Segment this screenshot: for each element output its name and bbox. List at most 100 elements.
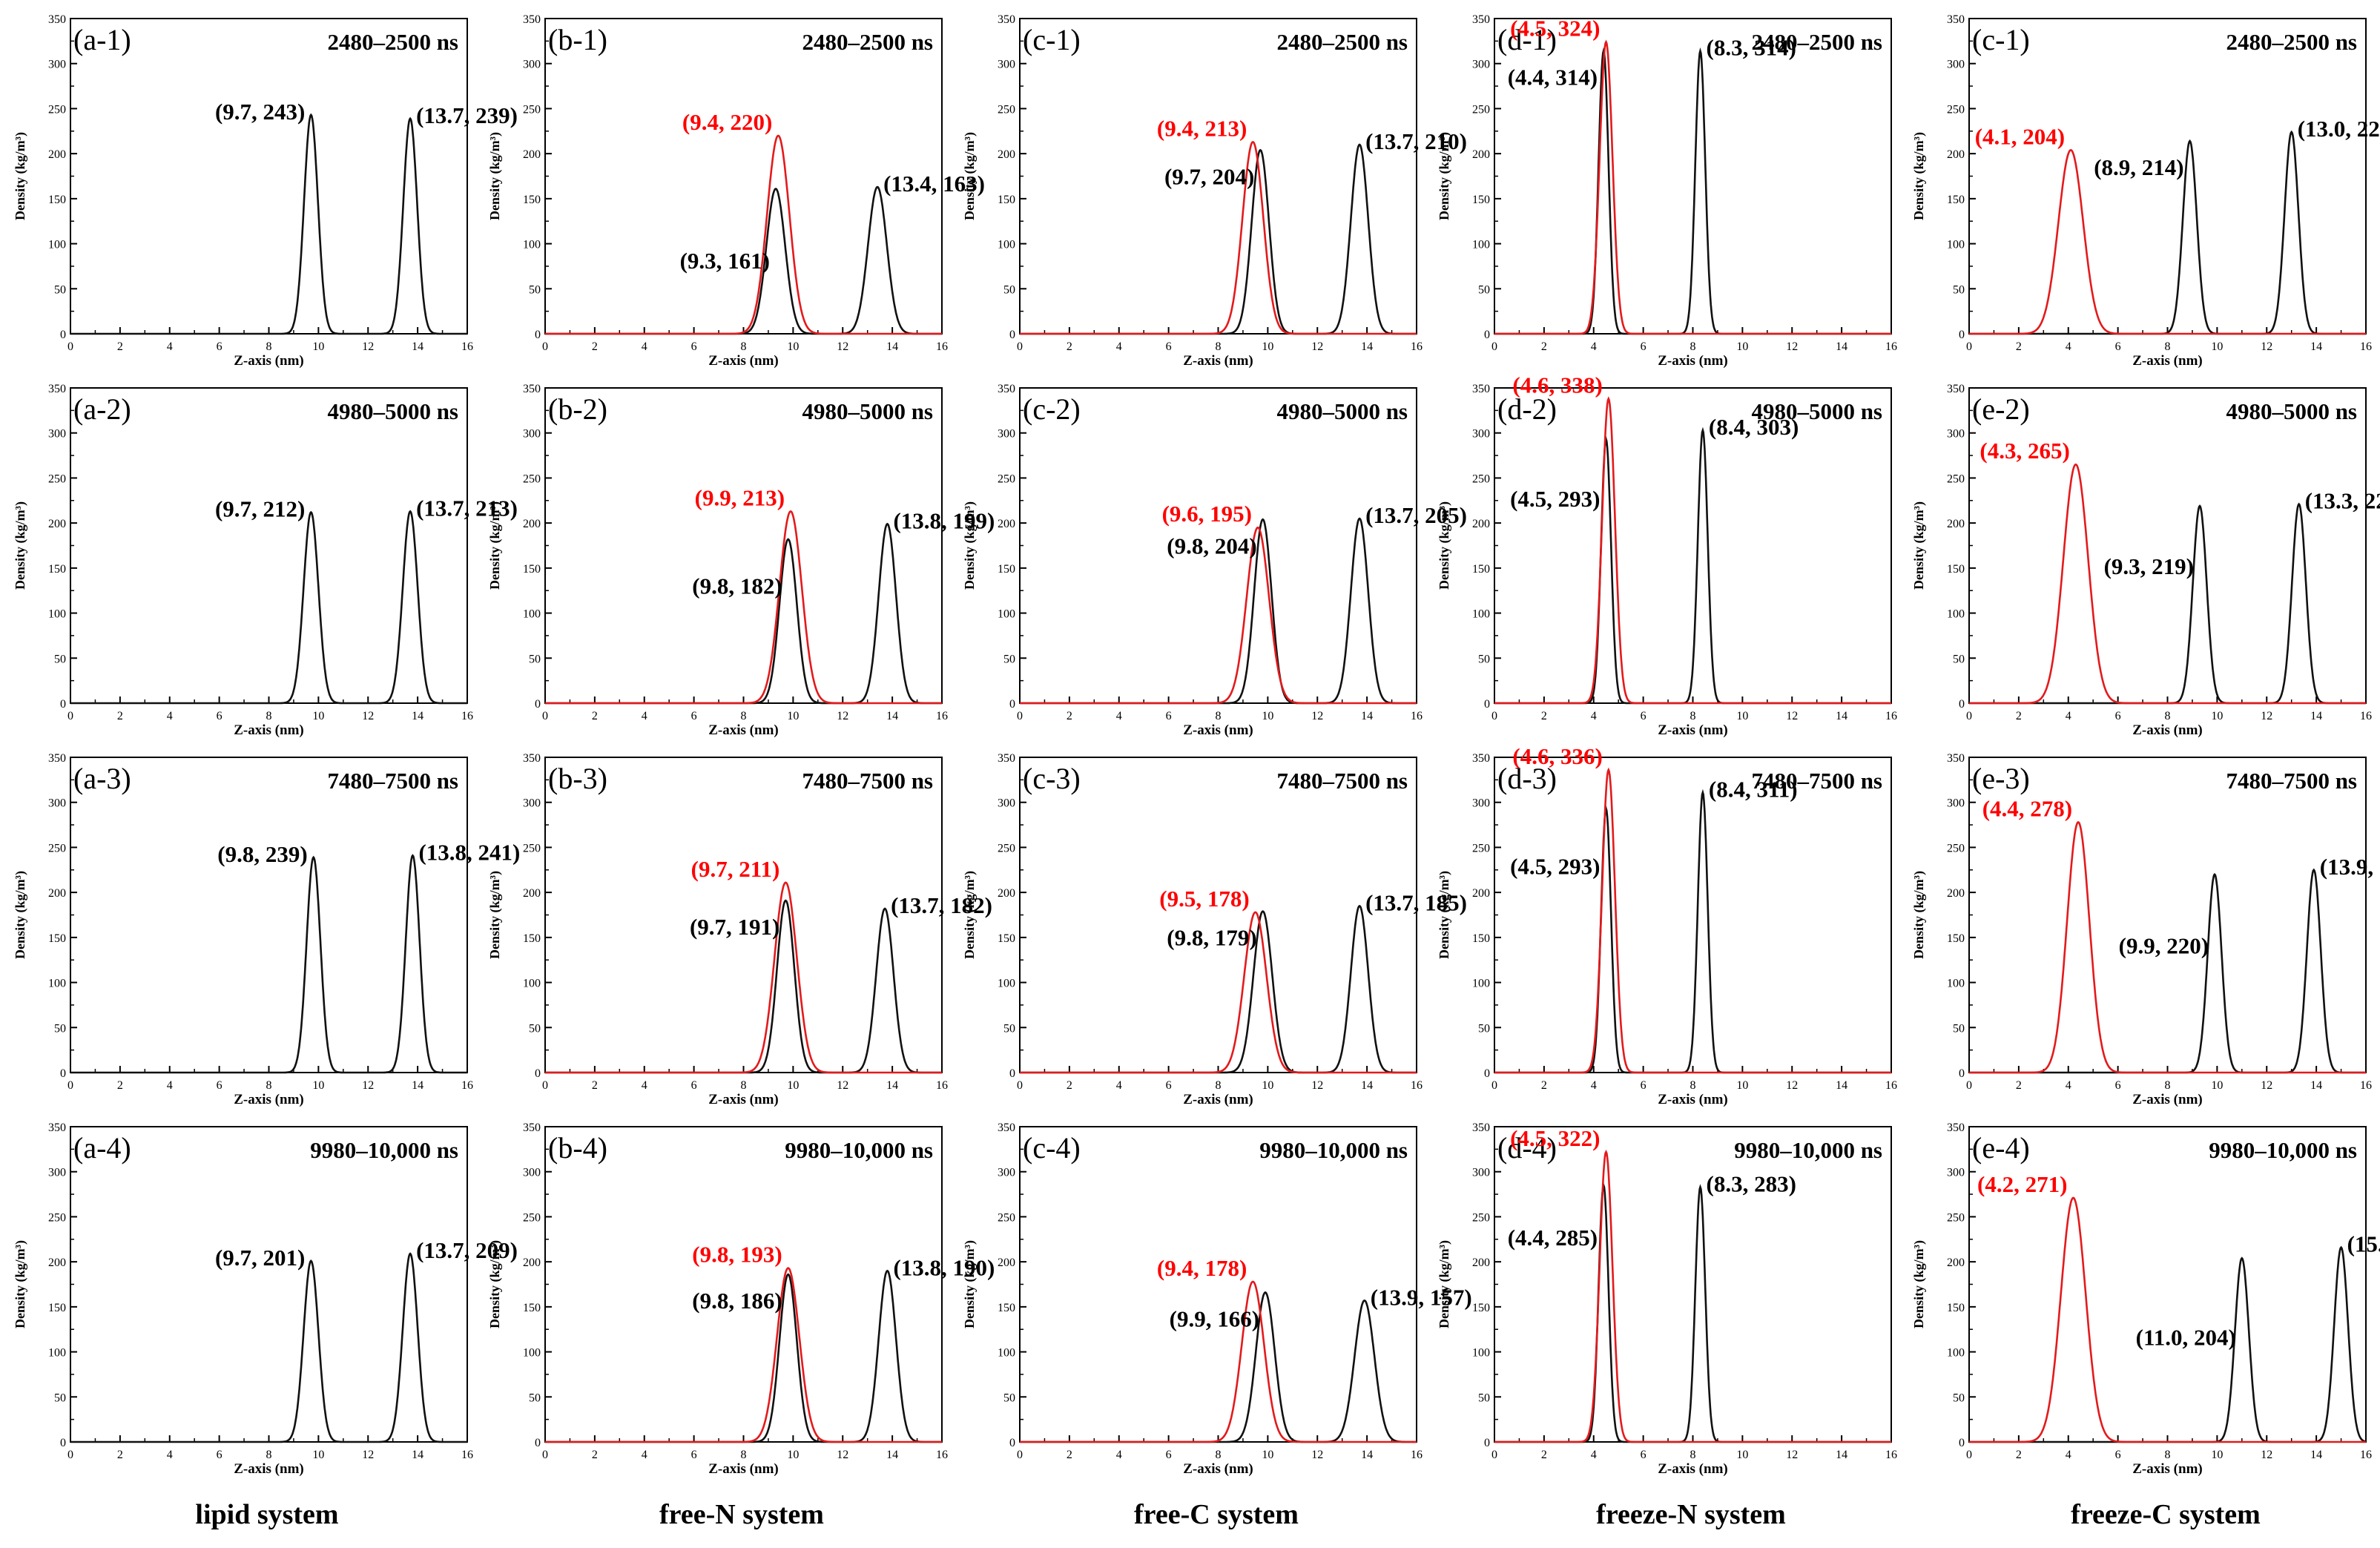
x-tick-label: 12	[1786, 1449, 1798, 1461]
x-tick-label: 12	[2261, 710, 2272, 722]
y-tick-label: 100	[1947, 608, 1965, 621]
panel-tag: (b-3)	[548, 762, 607, 795]
peak-annotation-black: (9.9, 166)	[1170, 1305, 1259, 1331]
y-tick-label: 250	[998, 1211, 1015, 1224]
y-tick-label: 350	[1472, 1122, 1490, 1134]
x-tick-label: 8	[1690, 340, 1696, 353]
y-tick-label: 200	[998, 887, 1015, 900]
y-axis-label: Density (kg/m³)	[1437, 871, 1452, 959]
peak-annotation-black: (4.4, 314)	[1508, 65, 1598, 90]
peak-annotation-black: (13.4, 163)	[883, 171, 985, 197]
panel-time-label: 2480–2500 ns	[327, 29, 458, 55]
x-tick-label: 8	[1690, 710, 1696, 722]
x-tick-label: 12	[1311, 340, 1323, 353]
chart-panel-c-4: 0 2 4 6 8 10 12 14 16 0 50 100 150 200 250 300 350 Z-axis…	[962, 1122, 1472, 1477]
y-tick-label: 300	[523, 797, 541, 810]
series-line-red	[1020, 1280, 1417, 1443]
y-tick-label: 150	[48, 932, 66, 945]
y-axis-label: Density (kg/m³)	[1911, 1240, 1927, 1328]
chart-panel-a-2: 0 2 4 6 8 10 12 14 16 0 50 100 150 200 250 300 350 Z-axis…	[13, 383, 518, 738]
peak-annotation-black: (9.8, 182)	[692, 573, 782, 599]
panel-time-label: 4980–5000 ns	[1751, 398, 1882, 424]
panel-tag: (a-2)	[73, 392, 131, 426]
y-tick-label: 100	[1947, 1347, 1965, 1360]
chart-panel-b-2: 0 2 4 6 8 10 12 14 16 0 50 100 150 200 250 300 350 Z-axis…	[487, 383, 995, 738]
y-tick-label: 300	[1472, 1167, 1490, 1179]
panel-tag: (e-3)	[1972, 762, 2030, 795]
y-tick-label: 300	[1947, 1167, 1965, 1179]
y-tick-label: 150	[523, 932, 541, 945]
y-tick-label: 150	[998, 194, 1015, 206]
x-tick-label: 2	[592, 710, 598, 722]
x-tick-label: 8	[741, 340, 747, 353]
panel-tag: (b-1)	[548, 23, 607, 56]
x-tick-label: 0	[542, 1449, 548, 1461]
peak-annotation-black: (8.3, 283)	[1707, 1170, 1796, 1196]
y-tick-label: 200	[998, 518, 1015, 530]
y-tick-label: 150	[1472, 194, 1490, 206]
panel-time-label: 9980–10,000 ns	[785, 1137, 933, 1163]
x-tick-label: 2	[1541, 340, 1547, 353]
y-tick-label: 200	[523, 887, 541, 900]
series-line-red	[1020, 526, 1417, 705]
y-tick-label: 50	[1478, 283, 1490, 296]
x-tick-label: 14	[1361, 340, 1373, 353]
x-tick-label: 6	[691, 1079, 697, 1092]
panel-tag: (a-1)	[73, 23, 131, 56]
y-tick-label: 100	[998, 239, 1015, 251]
y-tick-label: 250	[1947, 472, 1965, 485]
x-axis-label: Z-axis (nm)	[1183, 1461, 1253, 1477]
y-tick-label: 200	[48, 148, 66, 161]
x-tick-label: 16	[936, 1449, 948, 1461]
y-tick-label: 350	[523, 13, 541, 26]
x-axis-label: Z-axis (nm)	[234, 353, 303, 369]
y-tick-label: 100	[1472, 608, 1490, 621]
y-axis-label: Density (kg/m³)	[962, 132, 978, 220]
x-tick-label: 14	[886, 1449, 898, 1461]
y-tick-label: 0	[60, 1437, 66, 1449]
y-tick-label: 350	[48, 1122, 66, 1134]
y-tick-label: 350	[48, 752, 66, 765]
series-line-red	[1494, 767, 1891, 1074]
y-tick-label: 50	[1953, 1022, 1965, 1035]
y-tick-label: 200	[998, 1256, 1015, 1269]
panel-time-label: 2480–2500 ns	[2226, 29, 2357, 55]
peak-annotation-red: (4.5, 322)	[1510, 1125, 1600, 1151]
y-axis-label: Density (kg/m³)	[13, 501, 28, 590]
y-tick-label: 300	[1947, 797, 1965, 810]
y-tick-label: 0	[535, 1067, 541, 1080]
peak-annotation-black: (13.8, 190)	[893, 1254, 995, 1280]
y-tick-label: 50	[529, 1391, 541, 1404]
x-tick-label: 4	[1591, 1079, 1597, 1092]
x-tick-label: 16	[1411, 340, 1423, 353]
panel-time-label: 9980–10,000 ns	[310, 1137, 458, 1163]
panel-tag: (d-3)	[1497, 762, 1557, 795]
y-tick-label: 300	[48, 1167, 66, 1179]
y-tick-label: 200	[48, 887, 66, 900]
x-tick-label: 2	[117, 1449, 123, 1461]
x-tick-label: 12	[1786, 710, 1798, 722]
y-tick-label: 100	[523, 608, 541, 621]
y-tick-label: 200	[48, 1256, 66, 1269]
x-tick-label: 0	[67, 1449, 73, 1461]
y-tick-label: 0	[1484, 698, 1490, 711]
x-axis-label: Z-axis (nm)	[2132, 1092, 2202, 1107]
y-tick-label: 100	[48, 608, 66, 621]
y-tick-label: 100	[998, 978, 1015, 990]
panel-time-label: 7480–7500 ns	[802, 768, 933, 794]
x-tick-label: 6	[2115, 340, 2121, 353]
x-tick-label: 6	[1166, 1449, 1172, 1461]
peak-annotation-black: (4.5, 293)	[1510, 486, 1600, 512]
x-tick-label: 6	[1641, 340, 1646, 353]
x-tick-label: 8	[2165, 1449, 2171, 1461]
y-axis-label: Density (kg/m³)	[13, 132, 28, 220]
panel-tag: (c-1)	[1972, 23, 2030, 56]
x-axis-label: Z-axis (nm)	[234, 722, 303, 738]
x-tick-label: 0	[1017, 340, 1023, 353]
panel-time-label: 9980–10,000 ns	[2209, 1137, 2357, 1163]
peak-annotation-black: (8.4, 303)	[1709, 414, 1799, 440]
x-tick-label: 4	[642, 1079, 647, 1092]
chart-panel-e-4: 0 2 4 6 8 10 12 14 16 0 50 100 150 200 250 300 350 Z-axis…	[1911, 1122, 2380, 1477]
x-tick-label: 16	[461, 340, 473, 353]
y-tick-label: 50	[529, 283, 541, 296]
